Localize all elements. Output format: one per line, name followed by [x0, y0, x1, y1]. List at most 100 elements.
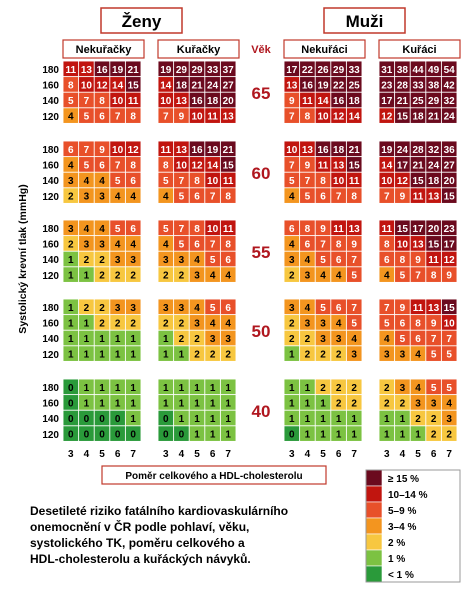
risk-cell — [331, 379, 346, 395]
risk-cell — [110, 346, 125, 361]
risk-value: 1 — [384, 430, 390, 441]
risk-value: 6 — [336, 255, 342, 266]
risk-value: 0 — [163, 430, 169, 441]
risk-cell — [205, 157, 220, 172]
smoking-header-women-nonsmoker: Nekuřačky — [76, 44, 133, 56]
cholesterol-tick: 7 — [130, 449, 136, 460]
risk-value: 4 — [163, 192, 169, 203]
risk-value: 1 — [210, 383, 216, 394]
risk-value: 8 — [99, 96, 105, 107]
sbp-label: 140 — [42, 334, 59, 345]
caption-line: onemocnění v ČR podle pohlaví, věku, — [30, 520, 250, 534]
risk-value: 3 — [320, 318, 326, 329]
risk-cell — [158, 346, 174, 361]
risk-value: 8 — [225, 192, 231, 203]
risk-cell — [63, 236, 79, 251]
risk-cell — [426, 410, 441, 426]
risk-value: 4 — [68, 112, 74, 123]
risk-cell — [158, 108, 174, 123]
risk-cell — [331, 251, 346, 267]
risk-cell — [125, 410, 141, 426]
risk-cell — [94, 299, 110, 315]
risk-value: 9 — [415, 255, 421, 266]
risk-value: 27 — [444, 160, 456, 171]
risk-cell — [346, 395, 362, 410]
risk-cell — [315, 251, 331, 267]
risk-cell — [410, 267, 426, 282]
risk-value: 7 — [115, 160, 121, 171]
risk-value: 16 — [96, 65, 108, 76]
risk-value: 1 — [163, 398, 169, 409]
risk-cell — [379, 251, 395, 267]
risk-cell — [205, 267, 220, 282]
risk-value: 1 — [130, 414, 136, 425]
risk-cell — [315, 426, 331, 441]
risk-cell — [426, 61, 441, 77]
risk-cell — [331, 92, 346, 108]
risk-value: 1 — [305, 414, 311, 425]
risk-cell — [94, 108, 110, 123]
risk-value: 2 — [68, 192, 74, 203]
risk-cell — [189, 92, 205, 108]
risk-value: 14 — [207, 160, 219, 171]
risk-value: 1 — [289, 398, 295, 409]
risk-value: 9 — [179, 112, 185, 123]
risk-value: 1 — [130, 350, 136, 361]
risk-value: 6 — [130, 176, 136, 187]
risk-cell — [300, 426, 315, 441]
risk-value: 18 — [349, 96, 361, 107]
risk-cell — [410, 188, 426, 203]
sbp-label: 180 — [42, 303, 59, 314]
risk-cell — [110, 426, 125, 441]
risk-value: 19 — [381, 145, 393, 156]
risk-cell — [205, 315, 220, 330]
risk-value: 7 — [415, 271, 421, 282]
risk-value: 9 — [431, 318, 437, 329]
risk-value: 21 — [223, 145, 235, 156]
risk-cell — [189, 251, 205, 267]
risk-cell — [79, 379, 94, 395]
risk-value: 9 — [446, 271, 452, 282]
risk-cell — [346, 299, 362, 315]
risk-cell — [441, 141, 457, 157]
risk-cell — [63, 141, 79, 157]
risk-value: 10 — [112, 145, 124, 156]
risk-cell — [315, 61, 331, 77]
risk-value: 1 — [305, 398, 311, 409]
risk-cell — [220, 172, 236, 188]
risk-cell — [300, 188, 315, 203]
risk-value: 15 — [428, 239, 440, 250]
risk-value: 3 — [400, 383, 406, 394]
risk-cell — [426, 330, 441, 346]
risk-value: 22 — [302, 65, 314, 76]
risk-cell — [189, 379, 205, 395]
risk-value: 19 — [112, 65, 124, 76]
sbp-label: 140 — [42, 96, 59, 107]
risk-cell — [79, 267, 94, 282]
risk-value: 5 — [84, 160, 90, 171]
risk-value: 1 — [163, 350, 169, 361]
risk-cell — [300, 157, 315, 172]
risk-cell — [441, 251, 457, 267]
risk-value: 9 — [351, 239, 357, 250]
risk-value: 27 — [223, 80, 235, 91]
risk-cell — [158, 251, 174, 267]
risk-value: 1 — [99, 334, 105, 345]
risk-value: 1 — [336, 414, 342, 425]
risk-value: 3 — [130, 303, 136, 314]
risk-cell — [284, 267, 300, 282]
risk-cell — [284, 77, 300, 92]
risk-cell — [220, 299, 236, 315]
risk-cell — [284, 188, 300, 203]
risk-cell — [426, 346, 441, 361]
risk-cell — [315, 395, 331, 410]
risk-cell — [94, 379, 110, 395]
risk-cell — [300, 220, 315, 236]
risk-value: 11 — [66, 65, 77, 76]
risk-cell — [174, 77, 189, 92]
sbp-label: 140 — [42, 176, 59, 187]
cholesterol-tick: 5 — [415, 449, 421, 460]
cholesterol-tick: 6 — [210, 449, 216, 460]
risk-value: 3 — [84, 239, 90, 250]
risk-cell — [395, 188, 410, 203]
